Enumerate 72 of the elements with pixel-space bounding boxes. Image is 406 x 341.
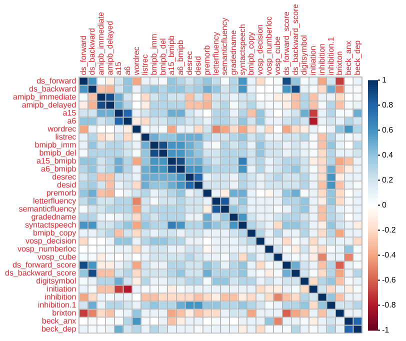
color-bar-label: 0	[382, 200, 387, 210]
x-tick-label: a15_bmipb	[167, 35, 176, 76]
x-tick-label: vosp_decision	[256, 24, 265, 76]
y-tick-label: vosp_cube	[37, 252, 77, 262]
color-bar-label: -0.8	[382, 300, 396, 310]
x-tick-label: ds_backward_score	[290, 3, 300, 76]
y-tick-label: bmipb_copy	[33, 228, 76, 238]
y-tick-label: amipb_delayed	[22, 100, 76, 110]
y-tick-label: digitsymbol	[36, 276, 76, 286]
color-bar-label: 0.2	[382, 175, 394, 184]
x-tick-label: bmipb_del	[158, 38, 168, 76]
x-tick-label: a6_bmipb	[176, 39, 185, 76]
y-tick-label: inhibition.1	[38, 300, 77, 310]
y-tick-label: syntactspeech	[25, 220, 76, 230]
x-tick-label: vosp_numberloc	[264, 16, 274, 76]
x-tick-label: brixton	[335, 51, 344, 76]
x-tick-label: inhibition	[317, 44, 326, 76]
color-bar-label: 1	[382, 75, 387, 84]
y-tick-label: letterfluency	[33, 196, 76, 206]
y-tick-label: wordrec	[46, 124, 76, 134]
y-tick-label: a15_bmipb	[36, 156, 77, 166]
y-tick-label: bmipb_del	[39, 148, 76, 158]
color-bar-label: 0.8	[382, 100, 394, 110]
y-tick-label: desrec	[52, 172, 76, 182]
y-tick-label: initiation	[46, 284, 76, 294]
y-tick-label: inhibition	[44, 292, 76, 302]
x-tick-label: beck_anx	[344, 40, 353, 76]
x-tick-label: syntactspeech	[238, 24, 247, 76]
color-bar-label: -0.6	[382, 275, 396, 284]
y-tick-label: vosp_decision	[25, 236, 76, 246]
y-tick-label: ds_backward_score	[4, 268, 77, 278]
color-bar-label: -1	[382, 325, 390, 334]
x-tick-label: wordrec	[132, 46, 141, 76]
y-tick-label: vosp_numberloc	[17, 244, 76, 254]
y-tick-label: semanticfluency	[18, 204, 76, 214]
x-tick-label: digitsymbol	[300, 34, 309, 76]
color-bar-label: 0.4	[382, 150, 394, 160]
x-tick-label: listrec	[140, 54, 150, 76]
x-tick-label: bmipb_copy	[246, 32, 256, 76]
x-tick-label: premorb	[202, 44, 212, 76]
y-tick-label: brixton	[52, 308, 76, 318]
y-tick-label: a6	[67, 116, 77, 126]
y-tick-label: bmipb_imm	[34, 140, 76, 150]
y-tick-label: a15	[62, 108, 77, 118]
y-tick-label: beck_dep	[41, 324, 77, 334]
x-tick-label: gradedname	[229, 30, 238, 76]
x-tick-label: desid	[194, 56, 203, 76]
x-tick-label: ds_forward_score	[282, 11, 292, 76]
x-tick-label: vosp_cube	[273, 36, 282, 76]
color-bar-label: 0.6	[382, 125, 394, 134]
x-tick-label: a15	[114, 61, 124, 76]
y-tick-label: ds_backward	[29, 84, 76, 94]
x-tick-label: beck_dep	[352, 40, 362, 76]
color-bar-label: -0.4	[382, 250, 396, 260]
y-tick-label: ds_forward_score	[12, 260, 77, 270]
x-tick-label: a6	[122, 66, 132, 76]
y-tick-label: premorb	[46, 188, 77, 198]
color-bar-label: -0.2	[382, 225, 396, 234]
x-tick-label: bmipb_imm	[149, 33, 158, 76]
y-tick-label: ds_forward	[36, 76, 76, 86]
y-tick-label: gradedname	[31, 212, 77, 222]
x-tick-label: initiation	[308, 46, 318, 76]
x-tick-label: semanticfluency	[220, 18, 230, 76]
y-tick-label: beck_anx	[42, 316, 76, 326]
x-tick-label: amipb_delayed	[105, 20, 114, 76]
y-tick-label: desid	[57, 180, 76, 190]
x-tick-label: letterfluency	[211, 32, 220, 76]
y-tick-label: listrec	[55, 132, 76, 142]
x-tick-label: desrec	[184, 51, 194, 76]
y-tick-label: amipb_immediate	[13, 92, 77, 102]
y-tick-label: a6_bmipb	[41, 164, 77, 174]
x-tick-label: inhibition.1	[326, 36, 336, 76]
